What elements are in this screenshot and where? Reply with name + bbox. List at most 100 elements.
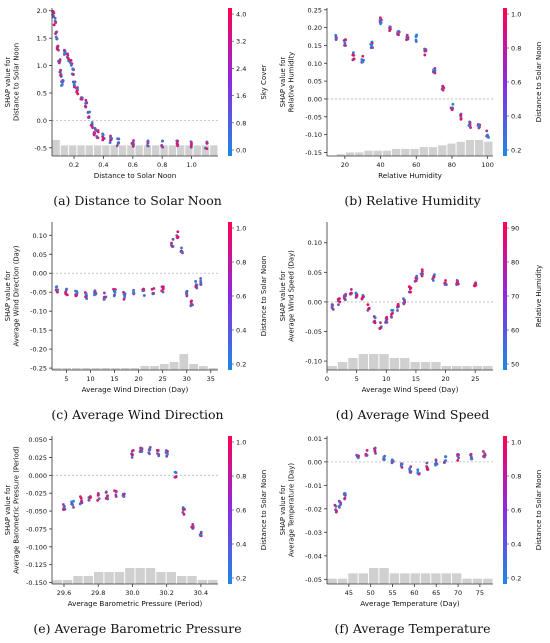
scatter-point (160, 145, 164, 148)
histogram-bar (110, 145, 118, 156)
y-tick-label: 0.25 (308, 6, 322, 14)
scatter-point (93, 290, 97, 294)
scatter-point (58, 70, 62, 74)
scatter-point (109, 134, 112, 138)
y-tick-label: 0.5 (37, 89, 47, 97)
scatter-point (53, 19, 57, 23)
colorbar-label: Distance to Solar Noon (535, 42, 543, 122)
scatter-point (103, 297, 106, 301)
panel-e: -0.150 -0.125 -0.100 -0.075 -0.050 -0.025 0.00… (0, 428, 275, 642)
colorbar-tick-label: 4.0 (236, 11, 246, 19)
scatter-point (84, 293, 88, 297)
x-axis-label: Average Temperature (Day) (360, 599, 460, 608)
scatter-point (396, 303, 400, 307)
histogram-bar (327, 366, 337, 370)
scatter-point (74, 294, 78, 298)
scatter-point (95, 129, 99, 133)
scatter-point (65, 293, 69, 297)
x-tick-label: 45 (345, 589, 353, 597)
scatter-point (180, 250, 184, 254)
scatter-point (106, 494, 109, 498)
scatter-point (185, 292, 188, 296)
histogram-bar (120, 368, 130, 370)
histogram-bar (210, 145, 218, 156)
colorbar (228, 436, 232, 584)
histogram-bar (52, 140, 60, 156)
histogram-bar (431, 362, 441, 370)
histogram-bar (62, 368, 72, 370)
scatter-point (93, 126, 97, 130)
x-tick-label: 15 (110, 375, 118, 383)
scatter-point (416, 468, 420, 472)
scatter-point (123, 295, 127, 299)
scatter-point (485, 129, 489, 133)
histogram-bar (483, 366, 493, 370)
histogram-bar (114, 572, 125, 584)
scatter-point (390, 308, 394, 312)
scatter-point (161, 139, 165, 143)
scatter-point (104, 295, 108, 299)
scatter-point (95, 136, 99, 140)
scatter-point (190, 142, 193, 146)
histogram-bar (392, 148, 401, 156)
y-tick-label: 0.00 (308, 458, 322, 466)
scatter-point (54, 32, 57, 36)
histogram-bar (369, 568, 379, 584)
scatter-point (182, 508, 186, 512)
scatter-point (444, 283, 448, 287)
histogram-bar (135, 145, 143, 156)
scatter-point (467, 124, 471, 128)
colorbar-tick-label: 0.8 (511, 45, 521, 53)
scatter-point (114, 495, 118, 498)
histogram-bar (336, 154, 345, 156)
x-tick-label: 1.0 (186, 161, 196, 169)
scatter-point (474, 283, 478, 287)
scatter-point (164, 450, 168, 454)
colorbar-tick-label: 0.8 (236, 259, 246, 267)
y-tick-label: -0.050 (26, 508, 47, 516)
histogram-bar (168, 145, 176, 156)
scatter-point (344, 38, 348, 42)
scatter-point (63, 51, 67, 55)
histogram-bar (348, 358, 358, 370)
x-tick-label: 20 (441, 375, 449, 383)
scatter-point (55, 37, 59, 41)
y-tick-label: -0.125 (26, 561, 47, 569)
scatter-point (330, 305, 334, 309)
chart-c: -0.25 -0.20 -0.15 -0.10 -0.05 0.00 0.05 0.10 5 10… (4, 222, 268, 394)
scatter-point (103, 291, 106, 295)
scatter-point (408, 467, 412, 471)
histogram-bar (420, 362, 431, 370)
scatter-point (455, 281, 459, 285)
scatter-point (396, 32, 399, 36)
scatter-point (130, 453, 134, 457)
scatter-point (173, 470, 177, 474)
caption-d: (d) Average Wind Speed (335, 407, 490, 422)
scatter-point (414, 279, 418, 283)
histogram-bar (419, 147, 428, 156)
histogram-bar (355, 152, 364, 156)
scatter-point (361, 60, 365, 64)
panel-d: -0.10 -0.05 0.00 0.05 0.10 0 5 10 15 20 25 Average … (275, 214, 550, 428)
x-tick-label: 30.0 (125, 589, 139, 597)
scatter-point (369, 42, 373, 46)
colorbar-label: Distance to Solar Noon (535, 470, 543, 550)
scatter-point (71, 67, 75, 71)
x-tick-label: 0.8 (157, 161, 167, 169)
histogram-bar (201, 145, 210, 156)
colorbar-tick-label: 2.4 (236, 65, 246, 73)
y-tick-label: 0.00 (308, 298, 322, 306)
scatter-point (101, 133, 105, 137)
scatter-point (444, 455, 447, 458)
scatter-point (60, 82, 64, 86)
colorbar-tick-label: 0.4 (511, 113, 521, 121)
scatter-point (421, 272, 424, 276)
histogram-bar (431, 573, 441, 584)
scatter-point (373, 449, 377, 453)
scatter-point (364, 454, 368, 457)
x-tick-label: 5 (64, 375, 68, 383)
y-tick-label: 1.5 (37, 35, 47, 43)
scatter-point (409, 290, 413, 294)
scatter-point (409, 465, 413, 469)
